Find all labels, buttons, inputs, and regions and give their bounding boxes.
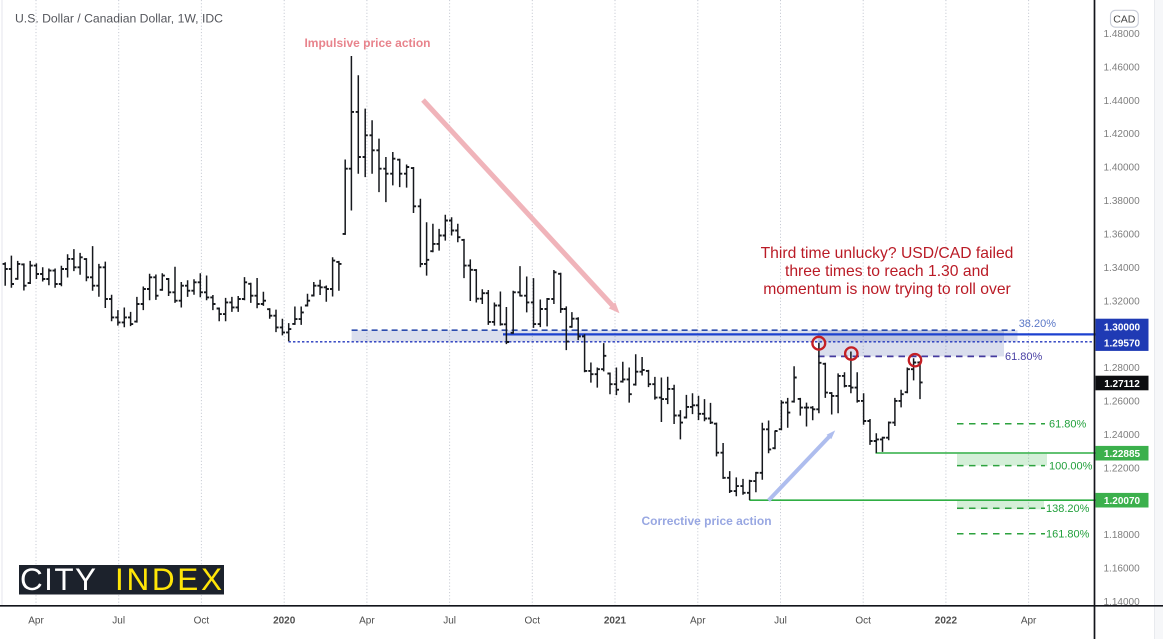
svg-text:1.38000: 1.38000	[1104, 196, 1141, 207]
svg-text:161.80%: 161.80%	[1046, 529, 1090, 541]
svg-text:Corrective price action: Corrective price action	[641, 514, 771, 528]
svg-text:1.24000: 1.24000	[1104, 430, 1141, 441]
svg-text:1.40000: 1.40000	[1104, 163, 1141, 174]
svg-text:1.22885: 1.22885	[1104, 449, 1141, 460]
svg-text:Jul: Jul	[443, 616, 456, 627]
svg-text:61.80%: 61.80%	[1049, 419, 1087, 431]
svg-text:Impulsive price action: Impulsive price action	[304, 36, 430, 50]
svg-text:1.36000: 1.36000	[1104, 230, 1141, 241]
svg-text:1.22000: 1.22000	[1104, 463, 1141, 474]
svg-text:1.34000: 1.34000	[1104, 263, 1141, 274]
svg-text:CITY: CITY	[20, 561, 96, 597]
svg-text:2020: 2020	[273, 616, 296, 627]
svg-text:138.20%: 138.20%	[1046, 503, 1090, 515]
svg-text:1.18000: 1.18000	[1104, 530, 1141, 541]
svg-text:1.28000: 1.28000	[1104, 363, 1141, 374]
svg-text:Apr: Apr	[28, 616, 44, 627]
svg-text:1.26000: 1.26000	[1104, 397, 1141, 408]
svg-text:U.S. Dollar / Canadian Dollar,: U.S. Dollar / Canadian Dollar, 1W, IDC	[15, 12, 223, 26]
svg-text:2021: 2021	[604, 616, 627, 627]
svg-text:38.20%: 38.20%	[1019, 318, 1057, 330]
svg-text:momentum is now trying to roll: momentum is now trying to roll over	[763, 281, 1011, 298]
svg-text:1.32000: 1.32000	[1104, 296, 1141, 307]
svg-text:Apr: Apr	[359, 616, 375, 627]
svg-text:1.30000: 1.30000	[1104, 323, 1141, 334]
svg-text:Third time unlucky? USD/CAD fa: Third time unlucky? USD/CAD failed	[761, 245, 1014, 262]
svg-text:100.00%: 100.00%	[1049, 460, 1093, 472]
svg-text:1.44000: 1.44000	[1104, 96, 1141, 107]
svg-text:2022: 2022	[935, 616, 958, 627]
svg-text:1.42000: 1.42000	[1104, 129, 1141, 140]
svg-text:1.48000: 1.48000	[1104, 29, 1141, 40]
svg-text:Jul: Jul	[774, 616, 787, 627]
svg-text:Oct: Oct	[194, 616, 210, 627]
svg-text:Apr: Apr	[690, 616, 706, 627]
svg-text:CAD: CAD	[1113, 13, 1136, 25]
svg-text:Apr: Apr	[1021, 616, 1037, 627]
svg-text:Oct: Oct	[525, 616, 541, 627]
svg-text:INDEX: INDEX	[115, 561, 222, 597]
svg-text:61.80%: 61.80%	[1005, 351, 1043, 363]
svg-text:1.46000: 1.46000	[1104, 62, 1141, 73]
svg-text:1.20070: 1.20070	[1104, 496, 1141, 507]
svg-text:three times to reach 1.30 and: three times to reach 1.30 and	[785, 263, 989, 280]
svg-text:1.27112: 1.27112	[1104, 379, 1140, 390]
svg-text:1.29570: 1.29570	[1104, 339, 1141, 350]
svg-text:1.16000: 1.16000	[1104, 564, 1141, 575]
svg-text:Oct: Oct	[855, 616, 871, 627]
svg-text:1.14000: 1.14000	[1104, 597, 1141, 608]
svg-text:Jul: Jul	[112, 616, 125, 627]
